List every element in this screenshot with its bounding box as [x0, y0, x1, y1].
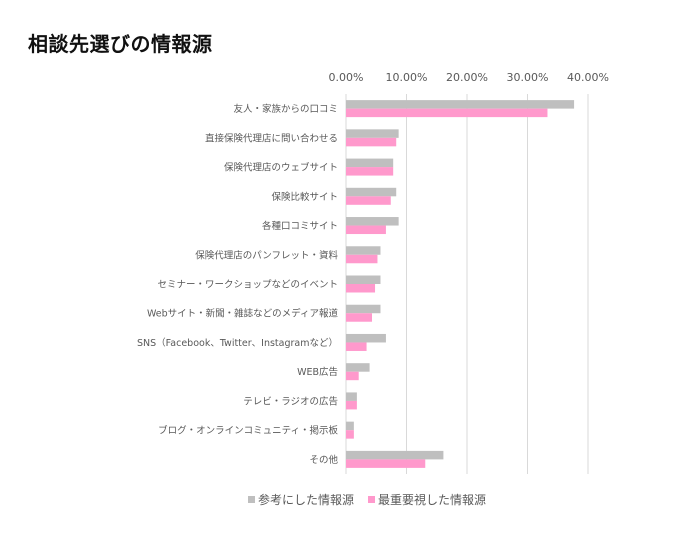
- x-tick-label: 20.00%: [446, 71, 488, 84]
- bar-most-important: [346, 254, 378, 264]
- category-label: Webサイト・新聞・雑誌などのメディア報道: [147, 308, 339, 320]
- bar-most-important: [346, 400, 357, 410]
- bar-reference: [346, 450, 444, 460]
- bar-reference: [346, 158, 394, 168]
- category-label: セミナー・ワークショップなどのイベント: [157, 280, 338, 291]
- bar-most-important: [346, 430, 354, 439]
- bar-reference: [346, 333, 386, 343]
- bar-most-important: [346, 313, 373, 322]
- legend-swatch: [368, 496, 375, 503]
- bar-most-important: [346, 371, 359, 381]
- bar-most-important: [346, 108, 548, 118]
- x-tick-label: 30.00%: [507, 71, 549, 84]
- bar-most-important: [346, 342, 367, 351]
- bar-reference: [346, 187, 397, 197]
- category-label: テレビ・ラジオの広告: [243, 395, 338, 407]
- category-label: 保険代理店のウェブサイト: [224, 162, 338, 174]
- category-label: その他: [309, 454, 338, 466]
- x-tick-label: 10.00%: [386, 71, 428, 84]
- bar-reference: [346, 392, 357, 401]
- legend-swatch: [248, 496, 255, 503]
- bar-most-important: [346, 225, 386, 235]
- legend-label: 参考にした情報源: [258, 492, 354, 507]
- category-label: 保険比較サイト: [271, 191, 338, 203]
- bar-reference: [346, 217, 399, 226]
- x-tick-label: 0.00%: [329, 71, 364, 84]
- bar-reference: [346, 246, 381, 255]
- bar-most-important: [346, 137, 397, 147]
- bar-reference: [346, 304, 381, 314]
- bar-most-important: [346, 196, 391, 205]
- x-tick-label: 40.00%: [567, 71, 609, 84]
- chart-title: 相談先選びの情報源: [28, 32, 213, 56]
- bar-most-important: [346, 167, 394, 176]
- bar-reference: [346, 363, 370, 372]
- category-label: 各種口コミサイト: [262, 220, 338, 232]
- bar-reference: [346, 129, 399, 138]
- category-label: SNS（Facebook、Twitter、Instagramなど）: [137, 337, 338, 349]
- category-label: WEB広告: [297, 366, 338, 378]
- category-label: ブログ・オンラインコミュニティ・掲示板: [158, 425, 338, 437]
- bar-reference: [346, 275, 381, 284]
- bar-most-important: [346, 459, 426, 468]
- category-label: 保険代理店のパンフレット・資料: [195, 249, 338, 261]
- category-label: 直接保険代理店に問い合わせる: [205, 132, 338, 144]
- bar-reference: [346, 421, 354, 431]
- category-label: 友人・家族からの口コミ: [233, 103, 338, 115]
- legend-label: 最重要視した情報源: [378, 492, 486, 507]
- bar-most-important: [346, 284, 376, 293]
- bar-reference: [346, 100, 575, 109]
